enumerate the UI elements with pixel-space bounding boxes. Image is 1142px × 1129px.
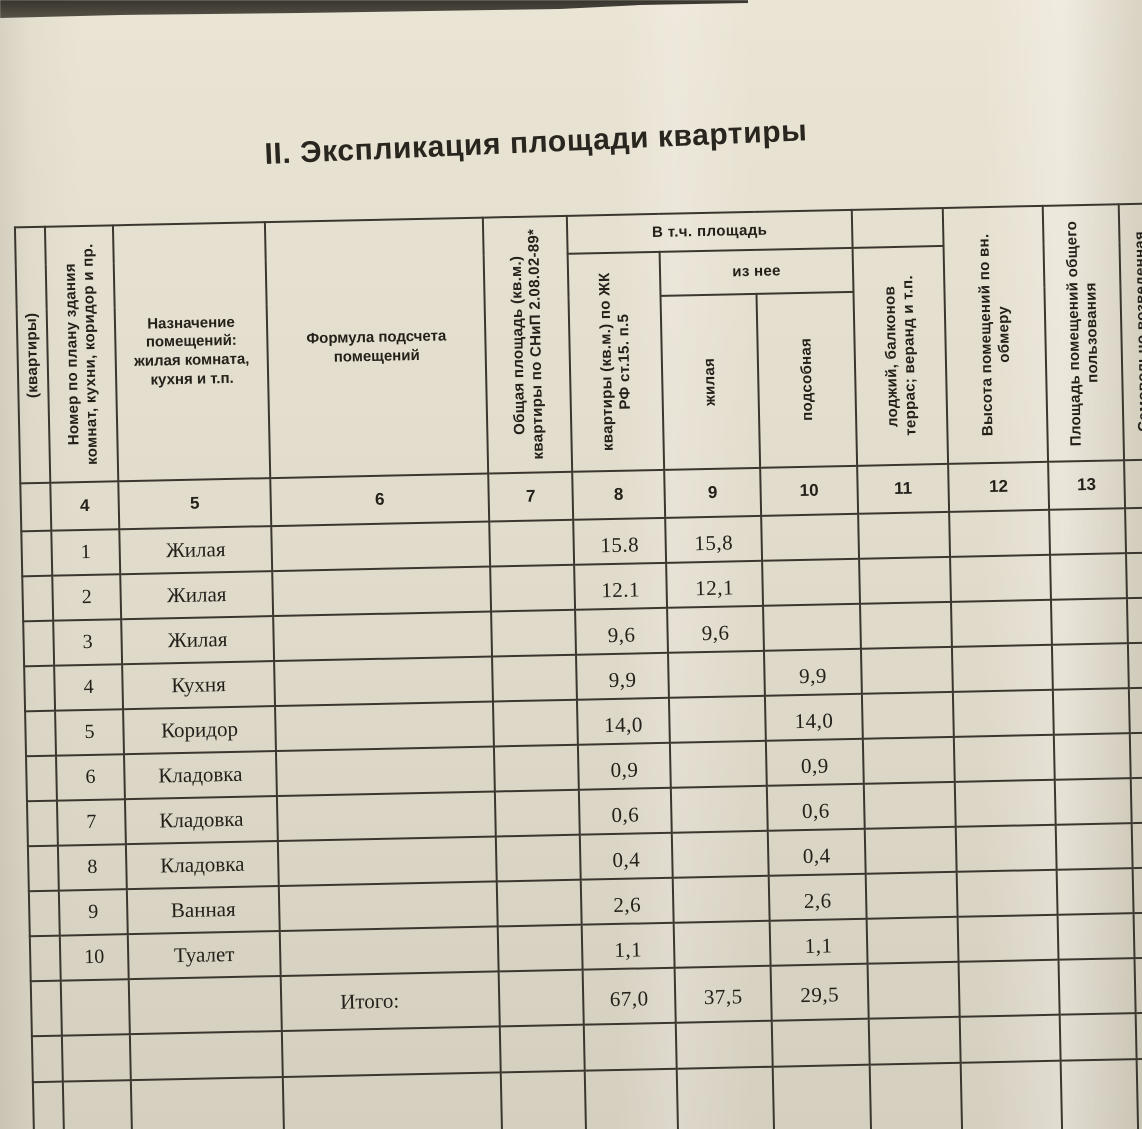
header-col-living: жилая	[660, 293, 761, 470]
area-total: 0,9	[577, 742, 671, 790]
header-col-apartment-area-jk: квартиры (кв.м.) по ЖК РФ ст.15. п.5	[567, 251, 665, 472]
header-col-auxiliary: подсобная	[756, 291, 858, 468]
col-number-14-cut	[1124, 459, 1142, 509]
area-aux: 1,1	[769, 918, 868, 966]
col-number-9: 9	[664, 467, 762, 518]
col-number-4: 4	[50, 481, 120, 531]
col-number-8: 8	[572, 469, 666, 520]
area-aux: 0,4	[767, 828, 866, 876]
room-name: Жилая	[120, 571, 274, 620]
area-total: 14,0	[576, 697, 670, 745]
header-col-formula: Формула подсчета помещений	[264, 217, 489, 479]
col-number-10: 10	[760, 465, 859, 516]
area-aux	[761, 513, 860, 561]
area-aux: 14,0	[764, 693, 863, 741]
totals-area-total: 67,0	[582, 967, 676, 1025]
col-number-6: 6	[270, 473, 490, 527]
area-aux	[762, 558, 861, 606]
header-col-total-area-snip: Общая площадь (кв.м.) квартиры по СНиП 2…	[482, 215, 573, 474]
totals-area-living: 37,5	[674, 965, 772, 1023]
header-col-height-label: Высота помещений по вн. обмеру	[975, 233, 1013, 437]
area-total: 9,9	[576, 652, 669, 700]
room-number: 2	[52, 574, 122, 621]
room-name: Кладовка	[124, 796, 278, 845]
totals-area-aux: 29,5	[770, 963, 869, 1021]
room-number: 1	[51, 529, 121, 576]
room-number: 10	[59, 934, 129, 981]
area-aux: 2,6	[768, 873, 867, 921]
header-col-apartment-label: (квартиры)	[22, 312, 42, 398]
area-aux: 9,9	[763, 648, 862, 696]
area-total: 0,4	[579, 832, 673, 880]
area-total: 9,6	[575, 607, 668, 655]
header-group-of-it: из нее	[659, 247, 854, 296]
room-number: 5	[55, 709, 124, 756]
page-title: II. Экспликация площади квартиры	[263, 114, 809, 171]
header-col-living-label: жилая	[700, 357, 719, 407]
area-total: 1,1	[581, 922, 675, 970]
area-living	[671, 830, 769, 878]
header-col-height: Высота помещений по вн. обмеру	[942, 205, 1049, 464]
col-number-7: 7	[488, 471, 574, 522]
header-group-incl-area: В т.ч. площадь	[566, 209, 853, 254]
room-number: 9	[58, 889, 128, 936]
area-living	[673, 920, 771, 968]
area-living: 15,8	[665, 515, 763, 563]
room-number: 8	[57, 844, 127, 891]
header-col-loggia-top-cell	[851, 207, 944, 248]
room-name: Кладовка	[125, 841, 279, 890]
header-col-loggia: лоджий, балконов террас; веранд и т.п.	[852, 245, 949, 466]
explication-table: (квартиры) Номер по плану здания комнат,…	[14, 202, 1142, 1129]
room-name: Кухня	[122, 661, 276, 710]
area-living	[667, 650, 765, 698]
room-number: 7	[56, 799, 126, 846]
room-name: Коридор	[123, 706, 276, 755]
col-number-12: 12	[948, 461, 1050, 512]
room-name: Туалет	[127, 931, 281, 980]
area-aux: 0,6	[766, 783, 865, 831]
header-col-room-purpose: Назначение помещений: жилая комната, кух…	[112, 222, 271, 482]
room-name: Жилая	[119, 526, 273, 575]
photo-tilt-wrapper: II. Экспликация площади квартиры (кварти…	[9, 0, 1142, 1129]
header-col-auxiliary-label: подсобная	[796, 338, 816, 422]
totals-label: Итого:	[280, 971, 500, 1031]
header-col-common-area: Площадь помещений общего пользования	[1042, 204, 1125, 462]
header-col-loggia-label: лоджий, балконов террас; веранд и т.п.	[880, 275, 920, 437]
header-col-plan-number: Номер по плану здания комнат, кухни, кор…	[44, 225, 119, 483]
room-number: 6	[56, 754, 125, 801]
area-aux	[763, 603, 861, 651]
area-living	[672, 875, 770, 923]
area-living	[668, 695, 766, 743]
room-name: Кладовка	[123, 751, 277, 800]
area-total: 12.1	[574, 562, 668, 610]
room-number: 3	[53, 619, 123, 666]
header-col-unauthorized-label: Самовольно возведенная	[1131, 231, 1142, 433]
header-col-plan-number-label: Номер по плану здания комнат, кухни, кор…	[61, 243, 101, 465]
area-total: 2,6	[580, 877, 674, 925]
room-name: Ванная	[126, 886, 280, 935]
col-number-11: 11	[857, 463, 950, 514]
area-total: 15.8	[573, 517, 667, 565]
col-number-13: 13	[1048, 460, 1126, 510]
area-total: 0,6	[578, 787, 672, 835]
area-aux: 0,9	[765, 738, 864, 786]
area-living: 12,1	[666, 560, 764, 608]
room-name: Жилая	[121, 616, 275, 665]
col-number-cut	[20, 482, 52, 532]
header-col-apartment-area-jk-label: квартиры (кв.м.) по ЖК РФ ст.15. п.5	[596, 272, 634, 452]
area-living	[669, 740, 767, 788]
room-number: 4	[54, 664, 124, 711]
col-number-5: 5	[118, 478, 272, 530]
header-col-total-area-snip-label: Общая площадь (кв.м.) квартиры по СНиП 2…	[507, 228, 547, 461]
area-living: 9,6	[667, 605, 764, 653]
header-col-common-area-label: Площадь помещений общего пользования	[1063, 220, 1102, 447]
area-living	[670, 785, 768, 833]
